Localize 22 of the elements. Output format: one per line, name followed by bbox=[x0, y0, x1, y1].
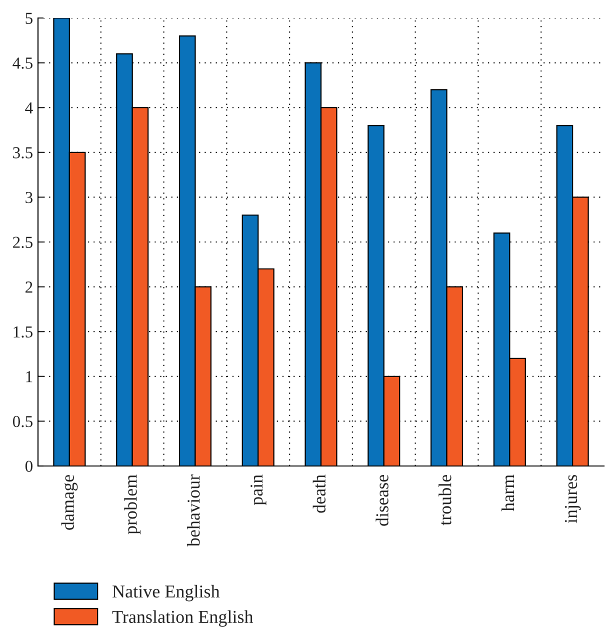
legend-label: Native English bbox=[112, 584, 220, 602]
y-tick-label: 3.5 bbox=[13, 147, 32, 158]
x-tick-label: trouble bbox=[438, 474, 452, 526]
x-tick-label: injures bbox=[564, 474, 581, 524]
y-tick-label: 1.5 bbox=[14, 326, 32, 338]
y-tick-label: 0.5 bbox=[12, 416, 32, 428]
y-tick-label: 1 bbox=[26, 371, 32, 382]
y-tick-label: 0 bbox=[25, 460, 33, 472]
y-tick-label: 4.5 bbox=[12, 58, 32, 69]
y-tick-label: 2.5 bbox=[13, 236, 32, 248]
y-tick-label: 5 bbox=[26, 12, 32, 24]
x-tick-label: pain bbox=[250, 474, 266, 506]
x-tick-label: damage bbox=[61, 474, 78, 530]
legend-label: Translation English bbox=[112, 610, 254, 627]
y-tick-label: 4 bbox=[25, 102, 33, 114]
y-tick-label: 2 bbox=[26, 282, 32, 293]
y-tick-label: 3 bbox=[26, 192, 32, 204]
x-tick-label: death bbox=[312, 474, 326, 513]
x-tick-label: behaviour bbox=[187, 474, 200, 547]
x-tick-label: problem bbox=[124, 474, 141, 534]
x-tick-label: disease bbox=[376, 474, 388, 526]
x-tick-label: harm bbox=[501, 474, 514, 512]
